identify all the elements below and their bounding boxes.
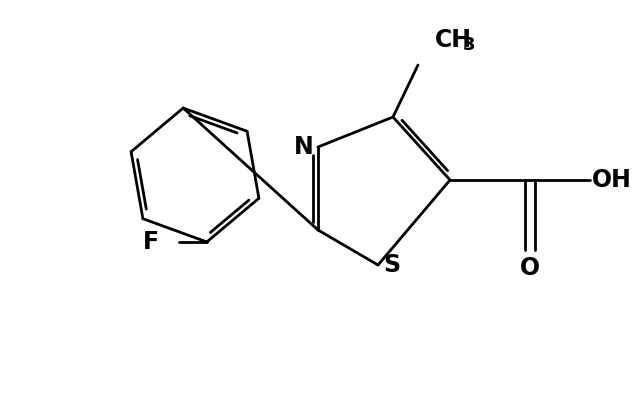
Text: S: S [383, 253, 401, 277]
Text: O: O [520, 256, 540, 280]
Text: CH: CH [435, 28, 472, 52]
Text: 3: 3 [463, 36, 476, 54]
Text: N: N [294, 135, 314, 159]
Text: OH: OH [592, 168, 632, 192]
Text: F: F [143, 230, 159, 254]
